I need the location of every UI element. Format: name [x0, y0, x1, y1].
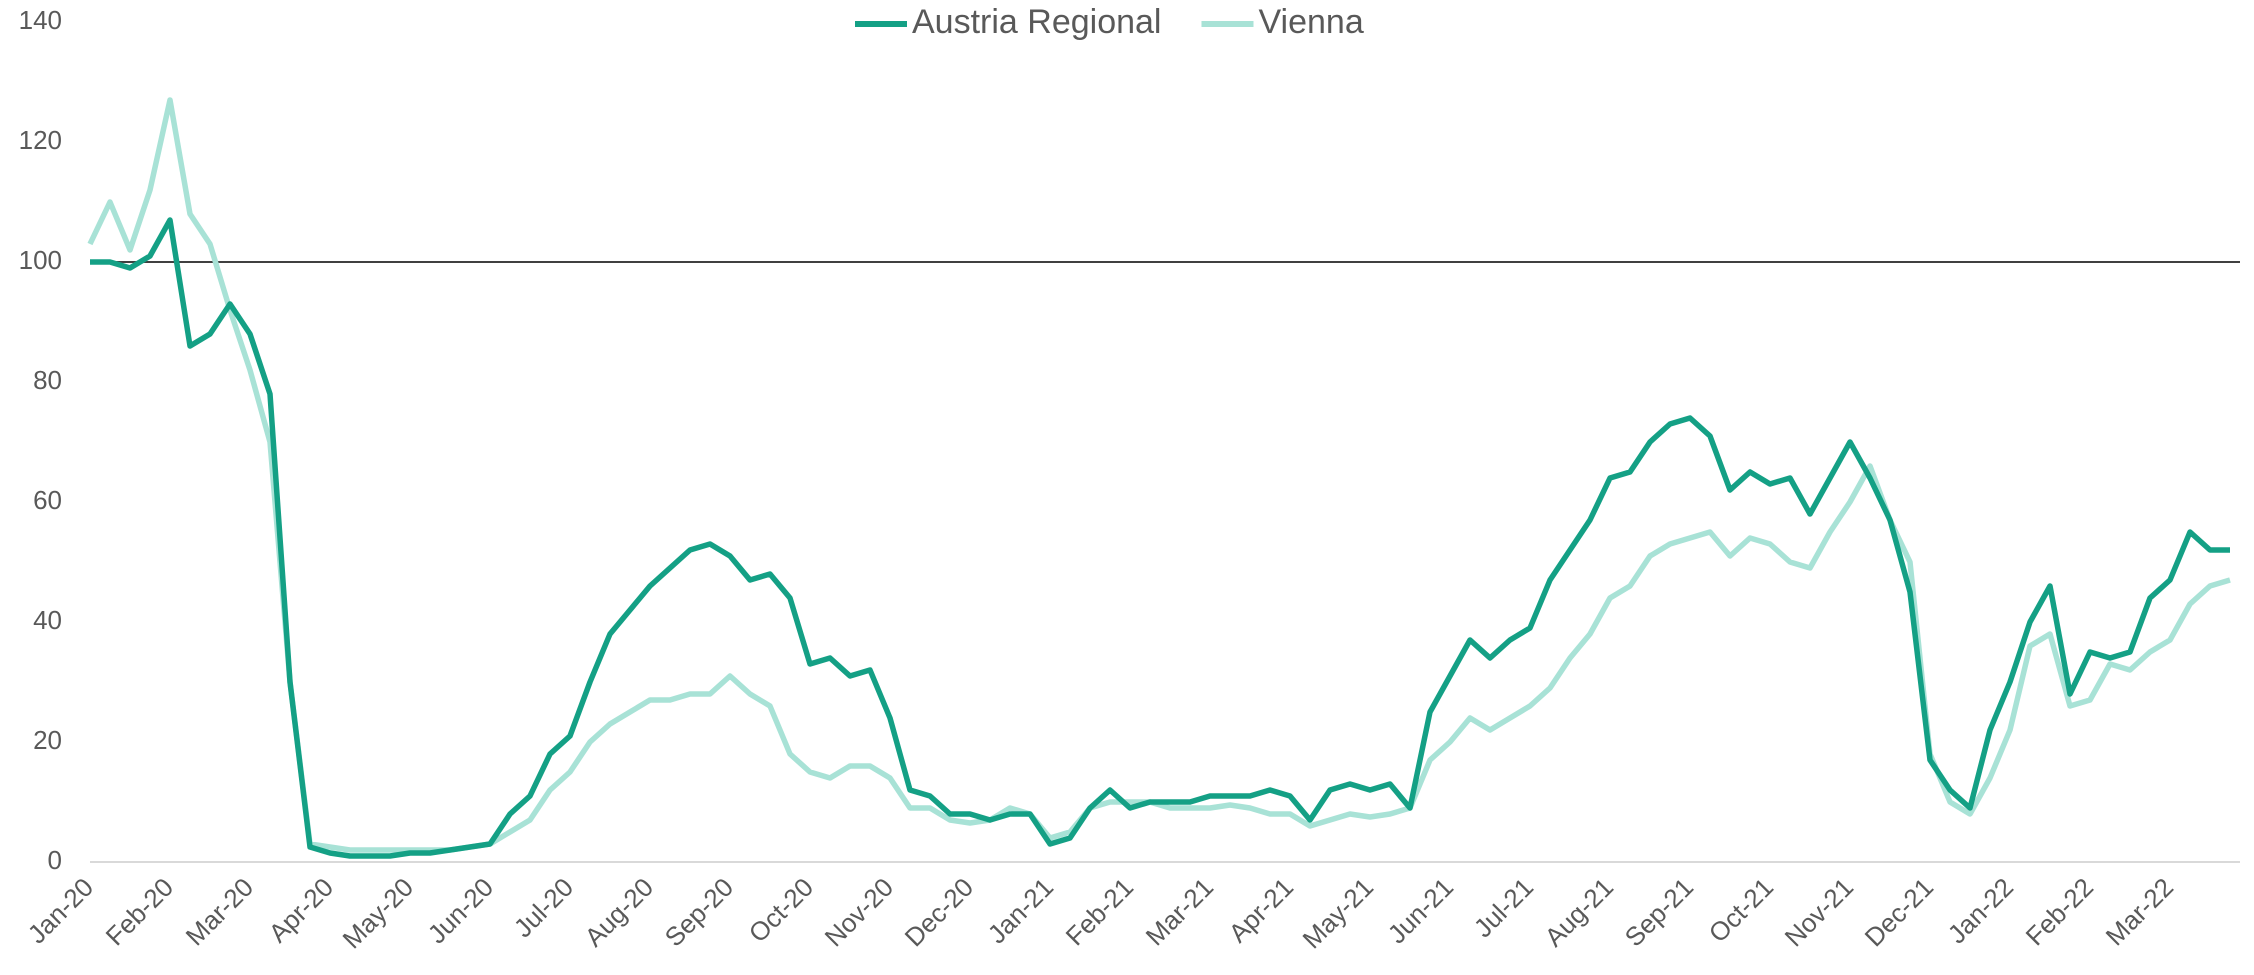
x-tick-label: Oct-21: [1703, 872, 1779, 948]
x-tick-label: Feb-21: [1060, 872, 1139, 951]
x-tick-label: Sep-21: [1619, 872, 1699, 952]
line-series: [87, 97, 2231, 853]
x-tick-label: Dec-21: [1859, 872, 1939, 952]
y-tick-label: 40: [33, 605, 62, 635]
y-tick-label: 20: [33, 725, 62, 755]
line-series: [90, 217, 2230, 859]
x-tick-label: Jan-20: [22, 872, 99, 949]
x-tick-label: Apr-21: [1223, 872, 1299, 948]
y-tick-label: 140: [19, 5, 62, 35]
x-tick-label: Oct-20: [743, 872, 819, 948]
y-tick-label: 80: [33, 365, 62, 395]
x-tick-label: Sep-20: [659, 872, 739, 952]
x-tick-label: Jun-20: [422, 872, 499, 949]
x-tick-label: Jul-20: [508, 872, 579, 943]
x-tick-label: Jul-21: [1468, 872, 1539, 943]
x-tick-label: May-20: [337, 872, 420, 955]
x-tick-label: May-21: [1297, 872, 1380, 955]
x-tick-label: Nov-21: [1779, 872, 1859, 952]
x-tick-label: Aug-20: [579, 872, 659, 952]
legend-text: Austria Regional: [912, 3, 1161, 41]
x-tick-label: Aug-21: [1539, 872, 1619, 952]
x-tick-label: Mar-22: [2100, 872, 2179, 951]
x-tick-label: Nov-20: [819, 872, 899, 952]
x-tick-label: Mar-20: [180, 872, 259, 951]
y-tick-label: 100: [19, 245, 62, 275]
x-tick-label: Feb-20: [100, 872, 179, 951]
x-tick-label: Feb-22: [2020, 872, 2099, 951]
y-tick-label: 120: [19, 125, 62, 155]
x-tick-label: Jun-21: [1382, 872, 1459, 949]
legend-text: Vienna: [1258, 3, 1363, 41]
x-tick-label: Jan-21: [982, 872, 1059, 949]
x-tick-label: Mar-21: [1140, 872, 1219, 951]
y-tick-label: 0: [48, 845, 62, 875]
x-tick-label: Apr-20: [263, 872, 339, 948]
y-tick-label: 60: [33, 485, 62, 515]
x-tick-label: Dec-20: [899, 872, 979, 952]
x-tick-label: Jan-22: [1942, 872, 2019, 949]
